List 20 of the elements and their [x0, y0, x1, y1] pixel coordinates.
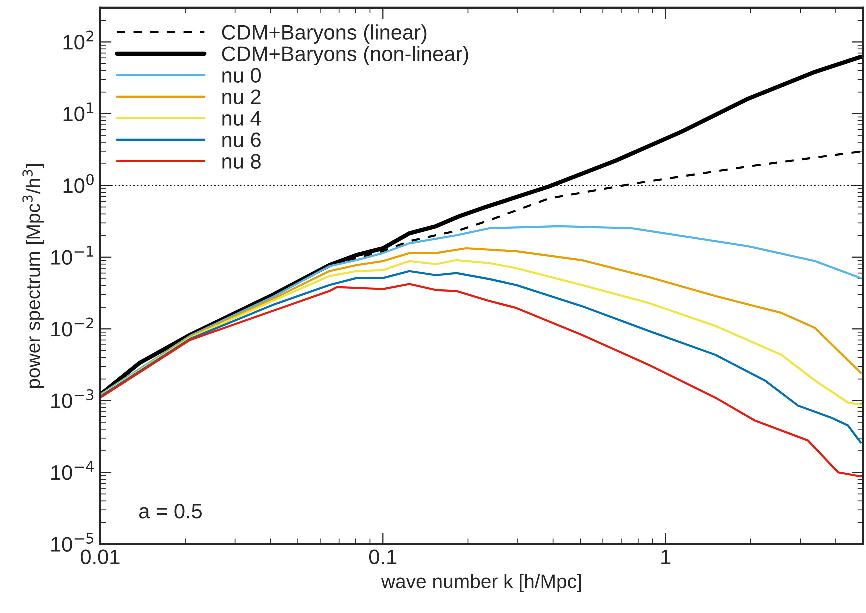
y-tick-label: 10$^{1}$ — [64, 102, 94, 122]
legend-label: nu 6 — [222, 132, 261, 148]
y-tick-label: 10$^{−2}$ — [52, 318, 94, 337]
x-tick-label: 0.1 — [369, 550, 397, 565]
legend-label: nu 4 — [222, 111, 262, 126]
y-tick-label: 10$^{−1}$ — [52, 246, 94, 266]
legend-label: nu 2 — [222, 90, 261, 104]
y-tick-label: 10$^{2}$ — [64, 30, 94, 50]
x-axis-title: wave number k [h/Mpc] — [381, 574, 582, 592]
x-tick-label: 1 — [662, 550, 671, 564]
y-tick-label: 10$^{−3}$ — [52, 389, 94, 408]
x-tick-label: 0.01 — [81, 550, 120, 565]
legend-label: nu 0 — [222, 68, 262, 83]
annotation: a = 0.5 — [139, 504, 202, 519]
legend-label: CDM+Baryons (linear) — [222, 24, 427, 44]
legend-label: CDM+Baryons (non-linear) — [222, 46, 468, 66]
y-axis-title: power spectrum [Mpc$^{3}$/h$^{3}$] — [22, 164, 44, 388]
y-tick-label: 10$^{−4}$ — [52, 461, 94, 480]
y-tick-label: 10$^{0}$ — [64, 174, 94, 194]
legend-label: nu 8 — [222, 154, 261, 169]
